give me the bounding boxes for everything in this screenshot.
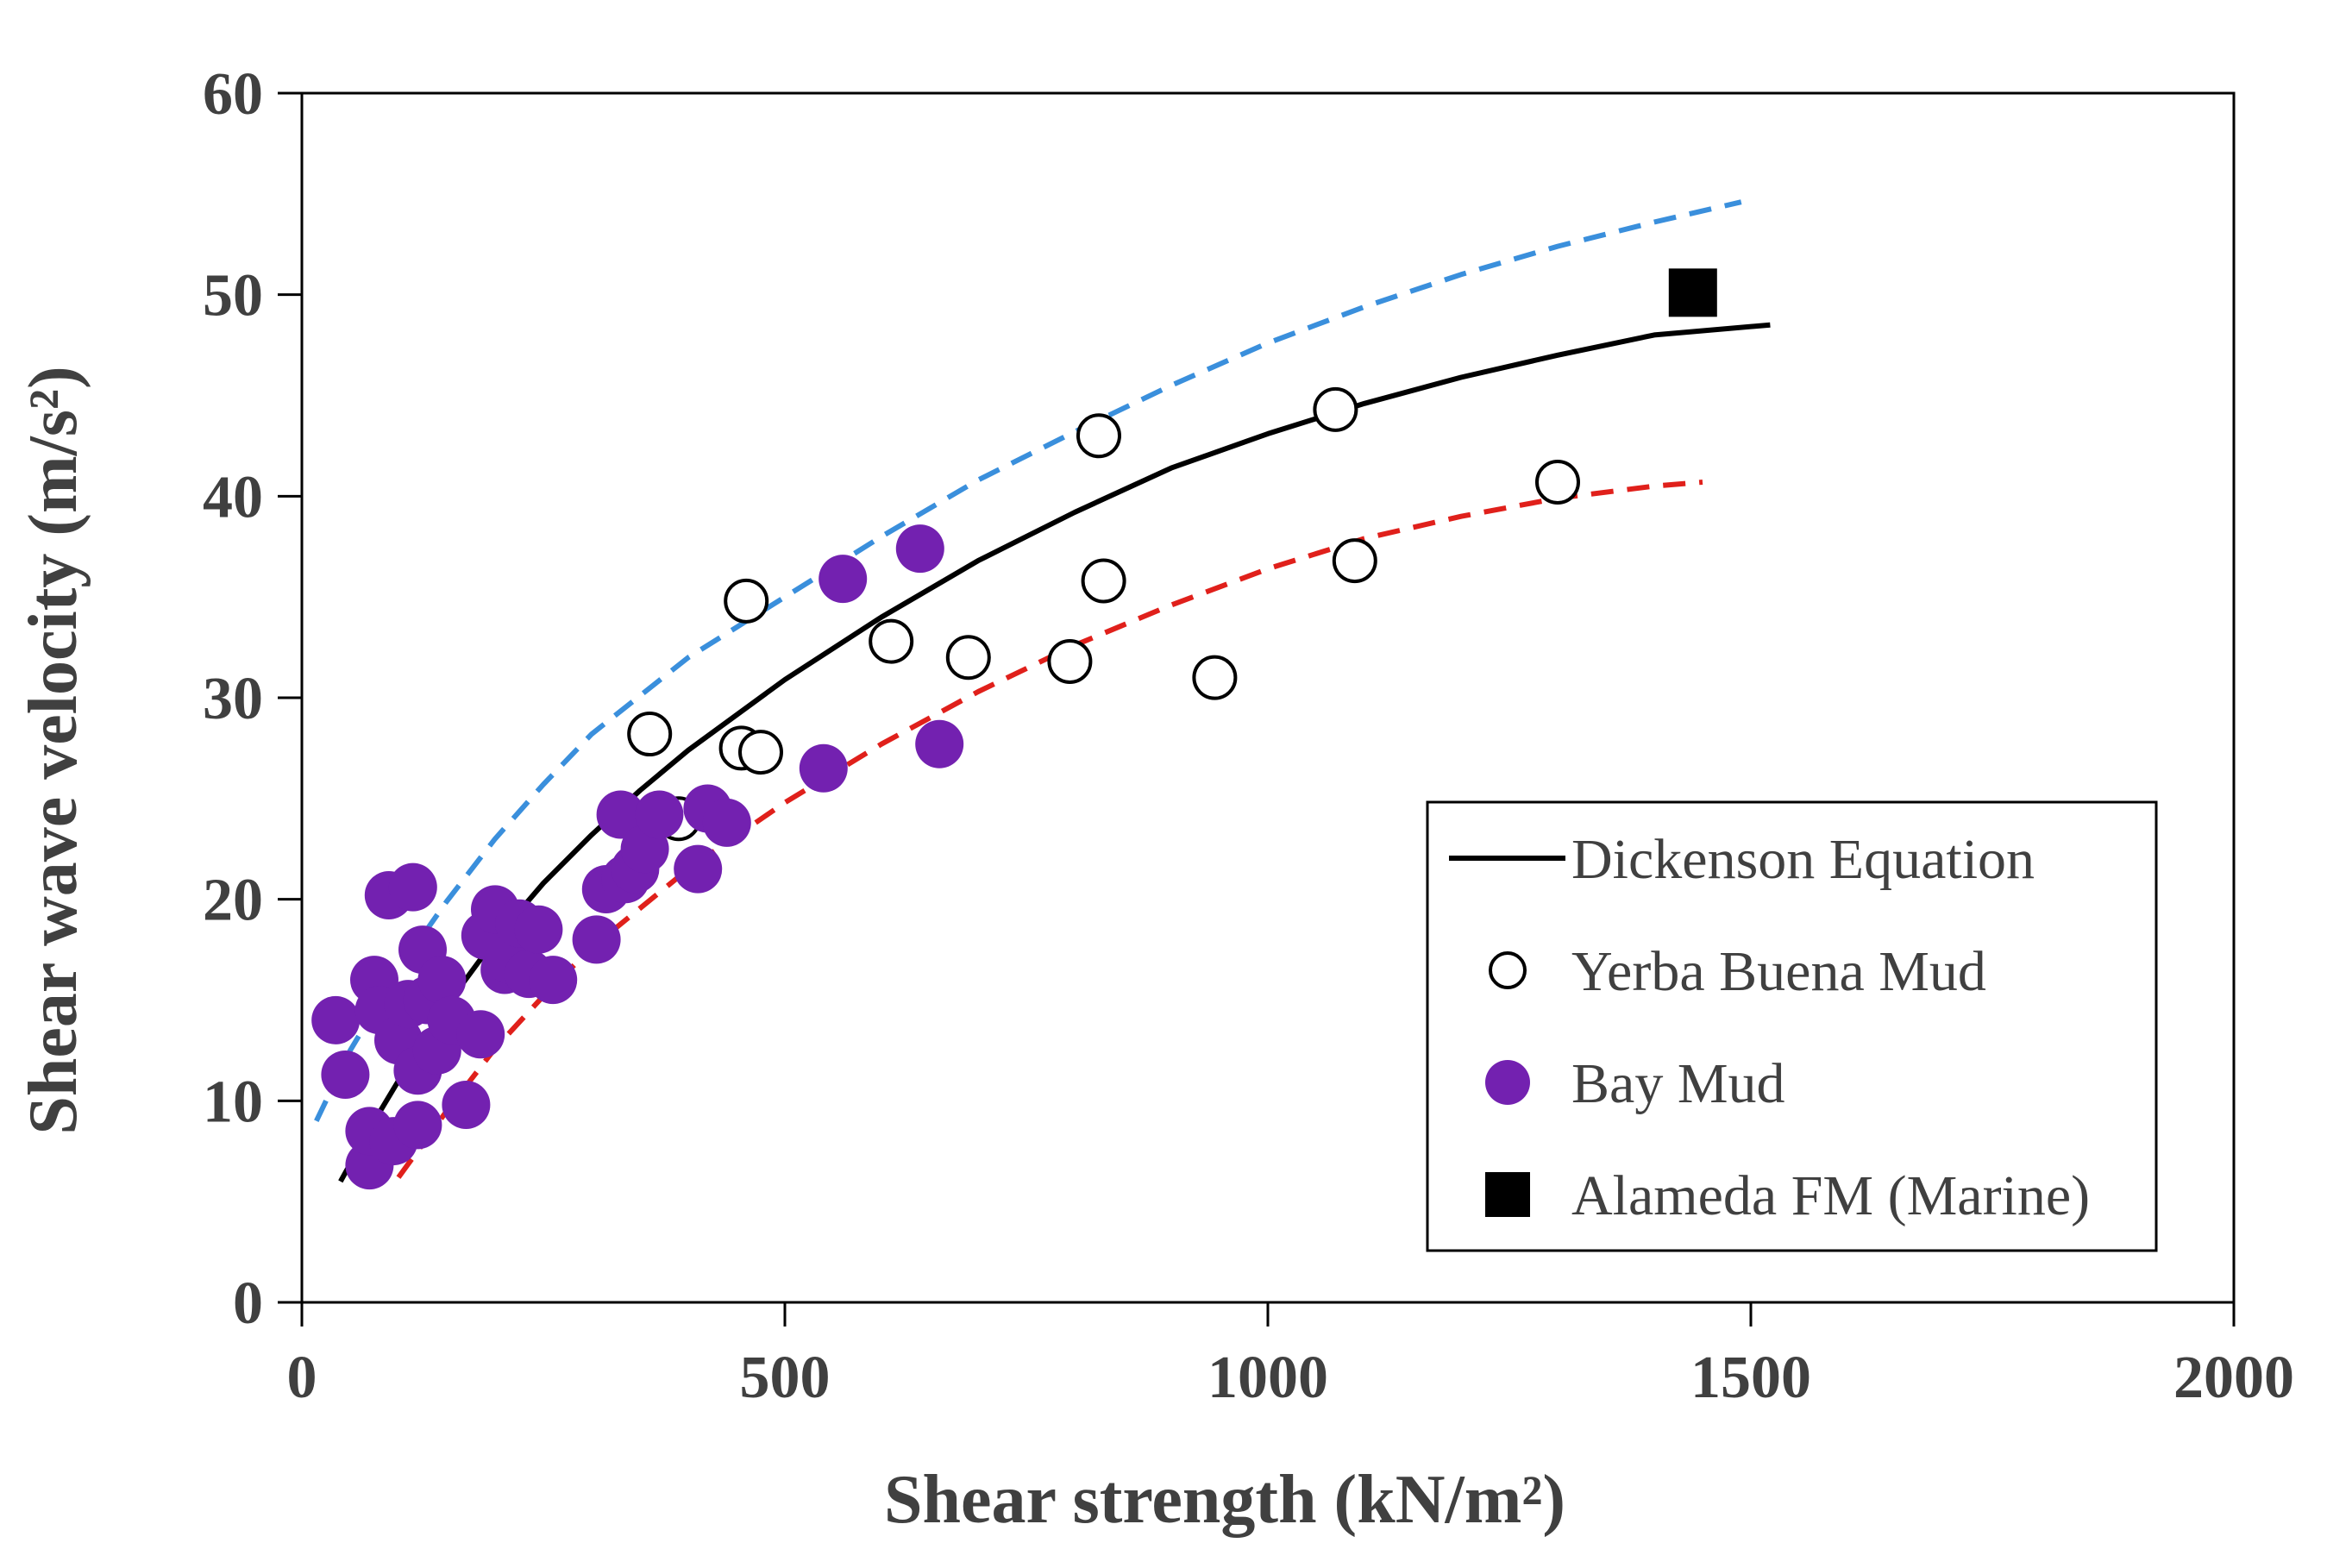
legend-marker-bay-mud [1485, 1060, 1530, 1105]
legend-label-yerba-buena: Yerba Buena Mud [1571, 940, 1986, 1003]
bay-mud-point [456, 1010, 505, 1059]
bay-mud-point [321, 1050, 370, 1099]
bay-mud-point [915, 719, 964, 768]
x-axis-title: Shear strength (kN/m²) [884, 1462, 1565, 1538]
legend-label-alameda: Alameda FM (Marine) [1571, 1164, 2090, 1227]
y-axis-title: Shear wave velocity (m/s²) [16, 366, 91, 1134]
yerba-buena-point [724, 578, 769, 624]
x-tick-label: 1000 [1207, 1345, 1328, 1411]
x-axis-ticks: 0 500 1000 1500 2000 [287, 1302, 2294, 1411]
y-tick-label: 20 [203, 868, 263, 934]
bay-mud-point [674, 844, 723, 894]
x-tick-label: 500 [740, 1345, 831, 1411]
yerba-buena-point [627, 712, 673, 757]
upper-bound-line [314, 199, 1742, 1122]
bay-mud-point [572, 915, 621, 964]
y-tick-label: 0 [233, 1270, 263, 1337]
data-points [311, 268, 1717, 1190]
yerba-buena-point [1081, 558, 1126, 604]
x-tick-label: 0 [287, 1345, 317, 1411]
yerba-buena-point [1192, 655, 1238, 700]
bay-mud-point [819, 555, 868, 604]
bay-mud-point [388, 862, 437, 912]
bay-mud-point [596, 790, 645, 839]
y-tick-label: 50 [203, 263, 263, 329]
y-tick-label: 30 [203, 666, 263, 732]
legend: Dickenson Equation Yerba Buena Mud Bay M… [1426, 800, 2158, 1252]
yerba-buena-point [1332, 538, 1377, 584]
yerba-buena-point [869, 618, 914, 664]
legend-box [1426, 800, 2158, 1252]
bay-mud-point [393, 1101, 442, 1150]
bay-mud-series [311, 524, 964, 1190]
legend-label-dickenson: Dickenson Equation [1571, 828, 2035, 891]
y-tick-label: 60 [203, 61, 263, 128]
alameda-fm-marine--series [1668, 268, 1717, 317]
yerba-buena-point [738, 730, 783, 775]
bay-mud-point [702, 798, 751, 847]
yerba-buena-point [1535, 459, 1580, 505]
bay-mud-point [311, 995, 361, 1044]
x-tick-label: 2000 [2173, 1345, 2294, 1411]
bay-mud-point [442, 1081, 491, 1130]
y-tick-label: 10 [203, 1069, 263, 1135]
x-tick-label: 1500 [1690, 1345, 1811, 1411]
yerba-buena-point [1047, 638, 1093, 684]
yerba-buena-point [1313, 386, 1358, 432]
bay-mud-point [417, 956, 467, 1005]
legend-marker-alameda [1485, 1172, 1530, 1217]
y-tick-label: 40 [203, 464, 263, 530]
yerba-buena-point [1076, 413, 1121, 459]
bay-mud-point [529, 956, 578, 1005]
bay-mud-point [514, 905, 563, 954]
bay-mud-point [635, 790, 684, 839]
legend-label-bay-mud: Bay Mud [1571, 1052, 1785, 1115]
alameda-point [1668, 268, 1717, 317]
lower-bound-line [396, 480, 1703, 1179]
bay-mud-point [799, 743, 848, 793]
bay-mud-point [895, 524, 944, 574]
yerba-buena-mud-series [627, 386, 1580, 842]
yerba-buena-point [945, 635, 991, 681]
legend-marker-yerba-buena [1489, 951, 1527, 989]
y-axis-ticks: 0 10 20 30 40 50 60 [203, 61, 302, 1337]
